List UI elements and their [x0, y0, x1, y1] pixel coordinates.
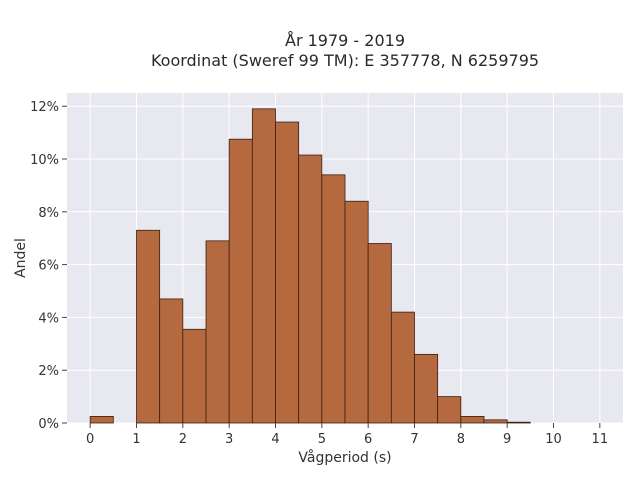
y-tick-label: 4% [38, 311, 59, 326]
chart-title-line1: År 1979 - 2019 [285, 31, 405, 50]
x-tick-label: 9 [503, 432, 511, 447]
histogram-bar [251, 108, 276, 424]
x-tick-label: 10 [545, 432, 562, 447]
histogram-bar [89, 415, 114, 424]
x-tick-label: 11 [592, 432, 609, 447]
y-axis-ticks: 0% 2% 4% 6% 8% 10% 12% [30, 100, 67, 432]
histogram-bar [275, 121, 300, 424]
histogram-bar [182, 328, 207, 424]
x-tick-label: 7 [410, 432, 418, 447]
histogram-bar [414, 353, 439, 424]
chart-title-line2: Koordinat (Sweref 99 TM): E 357778, N 62… [151, 51, 539, 70]
histogram-bar [506, 421, 531, 424]
x-tick-label: 6 [364, 432, 372, 447]
histogram-bar [344, 200, 369, 424]
histogram-bar [367, 243, 392, 424]
y-tick-label: 8% [38, 206, 59, 221]
x-tick-label: 5 [318, 432, 326, 447]
x-tick-label: 1 [132, 432, 140, 447]
histogram-bar [228, 138, 253, 424]
x-tick-label: 0 [86, 432, 94, 447]
y-tick-label: 12% [30, 100, 59, 115]
histogram-bar [483, 419, 508, 424]
x-tick-label: 2 [179, 432, 187, 447]
y-tick-label: 6% [38, 259, 59, 274]
histogram-bar [437, 396, 462, 424]
x-tick-label: 4 [271, 432, 279, 447]
bars [89, 108, 531, 424]
y-tick-label: 0% [38, 417, 59, 432]
y-tick-label: 10% [30, 153, 59, 168]
histogram-bar [159, 298, 184, 424]
histogram-bar [460, 415, 485, 424]
y-tick-label: 2% [38, 364, 59, 379]
histogram-bar [298, 154, 323, 424]
x-tick-label: 3 [225, 432, 233, 447]
y-axis-label: Andel [13, 238, 29, 278]
x-axis-ticks: 0 1 2 3 4 5 6 7 8 9 10 11 [86, 423, 608, 447]
histogram-bar [205, 240, 230, 424]
histogram-bar [390, 311, 415, 424]
x-axis-label: Vågperiod (s) [298, 449, 391, 466]
histogram-bar [321, 174, 346, 424]
histogram-bar [136, 229, 161, 424]
x-tick-label: 8 [457, 432, 465, 447]
